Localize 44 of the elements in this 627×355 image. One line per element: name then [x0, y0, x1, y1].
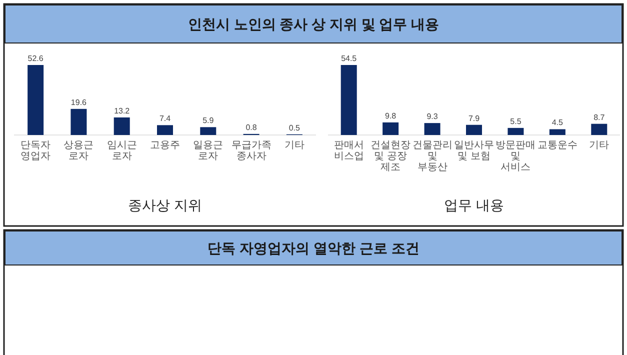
x-tick-label: 일용근로자 — [193, 140, 224, 162]
text: 인천시 노인의 종사 상 지위 및 업무 내용 — [188, 16, 440, 32]
data-label: 52.6 — [28, 54, 44, 63]
bar — [157, 125, 173, 135]
bar — [591, 124, 608, 135]
bar — [424, 123, 440, 135]
data-label: 7.9 — [468, 114, 480, 123]
bar — [508, 128, 524, 135]
data-label: 5.9 — [202, 116, 214, 126]
bar — [200, 127, 216, 135]
x-tick-label: 단독자영업자 — [20, 140, 51, 162]
text: 단독 자영업자의 열악한 근로 조건 — [208, 240, 420, 256]
bar — [549, 129, 566, 135]
x-tick-label: 기타 — [589, 140, 610, 151]
data-label: 9.3 — [426, 112, 438, 122]
data-label: 0.8 — [246, 122, 258, 132]
x-tick-label: 기타 — [284, 140, 304, 151]
x-axis-title: 업무 내용 — [444, 197, 504, 213]
x-tick-label: 건설현장 및 공장 제조 — [370, 140, 411, 173]
data-label: 19.6 — [70, 98, 88, 107]
x-tick-label: 교통운수 — [537, 140, 578, 151]
data-label: 7.4 — [159, 114, 172, 124]
bar — [466, 124, 482, 135]
data-label: 9.8 — [385, 111, 397, 120]
x-tick-label: 임시근로자 — [106, 140, 137, 162]
data-label: 5.5 — [510, 116, 522, 126]
x-tick-label: 건물관리 및 부동산 — [412, 140, 452, 173]
x-tick-label: 무급가족종사자 — [231, 140, 272, 162]
x-tick-label: 상용근로자 — [64, 140, 94, 162]
data-label: 8.7 — [594, 112, 606, 122]
bar — [340, 65, 357, 135]
data-label: 13.2 — [114, 106, 130, 116]
x-axis-title: 종사상 지위 — [128, 197, 202, 213]
data-label: 0.5 — [288, 123, 301, 132]
x-tick-label: 방문판매 및 서비스 — [496, 140, 536, 173]
bar — [114, 117, 130, 135]
x-tick-label: 고용주 — [150, 140, 180, 151]
bar — [70, 108, 87, 135]
x-tick-label: 일반사무 및 보험 — [454, 140, 494, 162]
x-tick-label: 판매서비스업 — [334, 140, 364, 162]
bar — [28, 65, 44, 135]
data-label: 4.5 — [552, 118, 564, 128]
bar — [382, 122, 399, 135]
data-label: 54.5 — [341, 54, 358, 63]
